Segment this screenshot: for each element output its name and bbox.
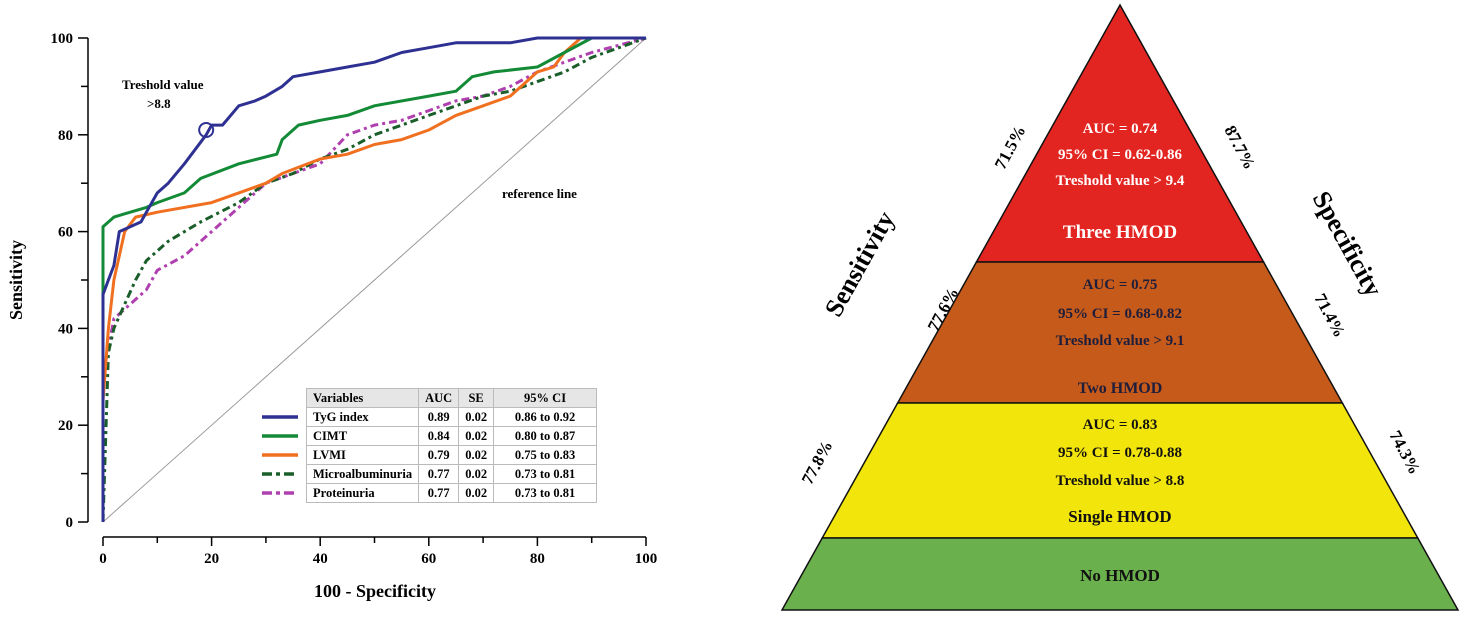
sensitivity-value: 77.8% (798, 437, 837, 487)
sensitivity-value: 71.5% (991, 122, 1030, 172)
legend-swatch (262, 471, 298, 476)
legend-row: LVMI 0.79 0.02 0.75 to 0.83 (262, 445, 598, 465)
x-tick-label: 80 (530, 551, 545, 567)
legend-header: Variables AUC SE 95% CI (262, 388, 598, 408)
auc-text: AUC = 0.83 (1083, 417, 1158, 433)
auc-text: AUC = 0.74 (1083, 121, 1158, 137)
level-label: No HMOD (1080, 566, 1160, 585)
x-tick-label: 60 (421, 551, 436, 567)
legend-cell: 0.86 to 0.92 (493, 407, 598, 427)
specificity-value: 87.7% (1220, 122, 1259, 172)
legend-cell: 0.02 (458, 464, 495, 484)
specificity-value: 71.4% (1310, 290, 1349, 340)
legend-cell: 0.80 to 0.87 (493, 426, 598, 446)
legend-cell: 0.02 (458, 483, 495, 503)
y-axis-label: Sensitivity (6, 240, 26, 320)
y-tick-label: 60 (58, 225, 73, 241)
legend-cell: 0.02 (458, 445, 495, 465)
threshold-text: Treshold value > 8.8 (1056, 473, 1185, 489)
legend-cell: 0.75 to 0.83 (493, 445, 598, 465)
axes: 0 20 40 60 80 100 0 20 40 60 80 100 (51, 31, 658, 567)
legend-cell: 0.77 (418, 464, 460, 484)
ci-text: 95% CI = 0.68-0.82 (1058, 306, 1182, 322)
legend-cell: 0.84 (418, 426, 460, 446)
legend-row: Proteinuria 0.77 0.02 0.73 to 0.81 (262, 483, 598, 503)
legend-cell: 0.02 (458, 407, 495, 427)
legend-cell: 0.73 to 0.81 (493, 483, 598, 503)
y-tick-label: 20 (58, 418, 73, 434)
legend-swatch (262, 433, 298, 438)
legend-row: CIMT 0.84 0.02 0.80 to 0.87 (262, 426, 598, 446)
legend-row: Microalbuminuria 0.77 0.02 0.73 to 0.81 (262, 464, 598, 484)
x-tick-label: 100 (635, 551, 658, 567)
level-label: Three HMOD (1063, 222, 1177, 243)
legend-cell: Proteinuria (305, 483, 420, 503)
header-auc: AUC (418, 388, 460, 408)
series-line-microalbuminuria (101, 36, 647, 523)
legend-row: TyG index 0.89 0.02 0.86 to 0.92 (262, 407, 598, 427)
x-axis-label: 100 - Specificity (314, 581, 436, 601)
auc-text: AUC = 0.75 (1083, 277, 1158, 293)
legend-swatch (262, 490, 298, 495)
specificity-value: 74.3% (1385, 427, 1424, 477)
pyramid-level-no-hmod (780, 537, 1460, 611)
level-label: Two HMOD (1078, 380, 1163, 397)
legend-cell: 0.02 (458, 426, 495, 446)
series-group (101, 36, 647, 523)
y-tick-label: 0 (66, 515, 74, 531)
header-ci: 95% CI (493, 388, 598, 408)
legend-cell: TyG index (305, 407, 420, 427)
legend-cell: LVMI (305, 445, 420, 465)
header-variables: Variables (305, 388, 420, 408)
y-tick-label: 40 (58, 321, 73, 337)
hmod-pyramid: AUC = 0.74 95% CI = 0.62-0.86 Treshold val… (780, 3, 1460, 611)
threshold-label-line1: Treshold value (122, 77, 204, 92)
legend-cell: 0.79 (418, 445, 460, 465)
reference-line (102, 37, 647, 523)
y-tick-label: 100 (51, 31, 74, 47)
threshold-marker (198, 121, 215, 138)
x-tick-label: 20 (204, 551, 219, 567)
ci-text: 95% CI = 0.62-0.86 (1058, 147, 1182, 163)
threshold-text: Treshold value > 9.1 (1056, 333, 1185, 349)
threshold-text: Treshold value > 9.4 (1056, 173, 1185, 189)
ci-text: 95% CI = 0.78-0.88 (1058, 445, 1182, 461)
sensitivity-axis-label: Sensitivity (819, 206, 900, 321)
level-label: Single HMOD (1068, 507, 1171, 526)
legend-swatch (262, 414, 298, 419)
threshold-label-line2: >8.8 (147, 96, 171, 111)
series-line-cimt (101, 36, 646, 522)
x-tick-label: 0 (99, 551, 107, 567)
legend-swatch (262, 452, 298, 457)
series-line-lvmi (101, 36, 646, 522)
legend-cell: Microalbuminuria (305, 464, 420, 484)
legend-cell: CIMT (305, 426, 420, 446)
series-line-proteinuria (101, 36, 647, 522)
specificity-axis-label: Specificity (1307, 186, 1388, 301)
y-tick-label: 80 (58, 128, 73, 144)
header-se: SE (458, 388, 495, 408)
legend-cell: 0.77 (418, 483, 460, 503)
reference-line-label: reference line (502, 186, 577, 201)
legend-cell: 0.89 (418, 407, 460, 427)
legend-cell: 0.73 to 0.81 (493, 464, 598, 484)
series-line-tyg-index (101, 36, 646, 522)
x-tick-label: 40 (313, 551, 328, 567)
legend-table: Variables AUC SE 95% CI TyG index 0.89 0.0… (262, 388, 598, 503)
